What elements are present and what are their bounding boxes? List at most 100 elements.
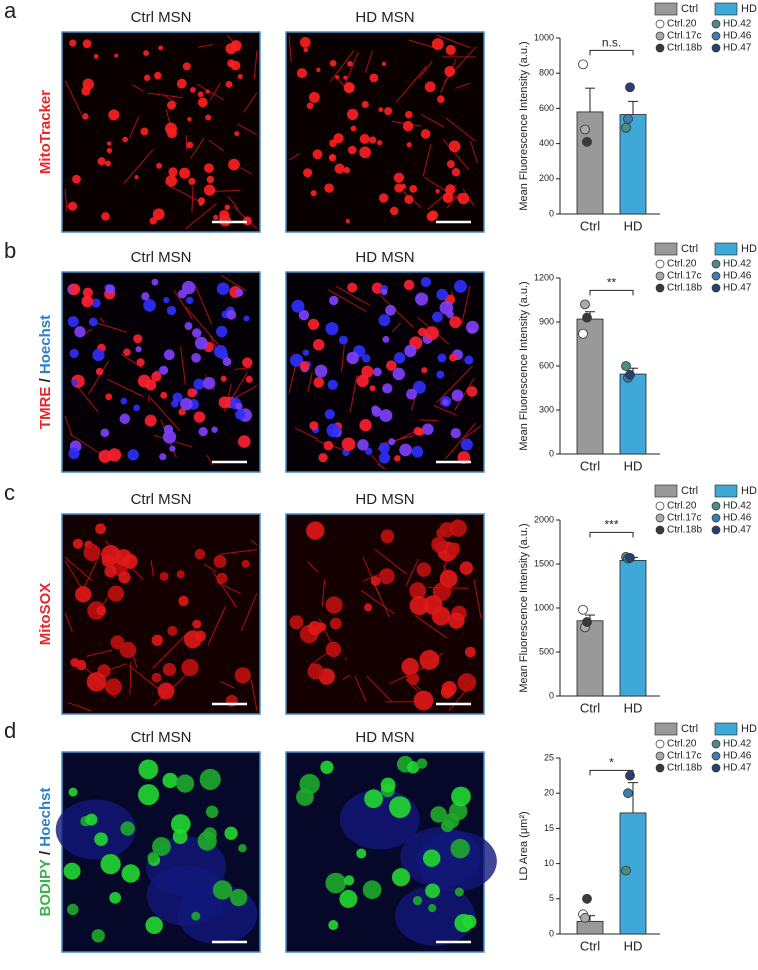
cell xyxy=(409,185,418,193)
neurite xyxy=(461,286,471,324)
cell xyxy=(431,536,447,553)
cell xyxy=(329,295,339,306)
neurite xyxy=(191,185,194,213)
cell xyxy=(446,160,455,169)
neurite xyxy=(233,367,252,370)
cell xyxy=(205,805,219,819)
cell xyxy=(191,911,201,921)
bar xyxy=(576,620,604,697)
cell xyxy=(439,569,458,588)
cell xyxy=(440,819,454,833)
legend-label: HD.46 xyxy=(723,513,752,524)
cell xyxy=(316,67,321,73)
cell xyxy=(134,175,139,180)
cell xyxy=(216,572,228,585)
cell xyxy=(406,388,417,400)
cell xyxy=(72,538,84,549)
cell xyxy=(406,142,412,148)
neurite xyxy=(69,433,103,456)
y-tick-label: 20 xyxy=(544,788,554,798)
neurite xyxy=(240,592,258,632)
cell xyxy=(324,183,334,193)
neurite xyxy=(418,61,433,79)
panel-letter: a xyxy=(4,0,17,23)
cell xyxy=(163,297,170,304)
cell xyxy=(202,376,216,390)
cell xyxy=(203,184,216,196)
cell xyxy=(213,344,228,359)
cell xyxy=(328,154,337,162)
cell xyxy=(104,565,117,578)
significance-label: *** xyxy=(604,517,618,531)
cell xyxy=(320,760,334,774)
y-tick-label: 1000 xyxy=(534,602,554,612)
y-tick-label: 10 xyxy=(544,858,554,868)
legend-marker xyxy=(711,763,721,773)
y-tick-label: 800 xyxy=(539,68,554,78)
cell xyxy=(464,646,476,658)
cell xyxy=(420,276,432,288)
cell xyxy=(381,288,388,296)
legend-marker xyxy=(655,763,665,773)
image-title: Ctrl MSN xyxy=(131,9,192,26)
legend-marker xyxy=(711,283,721,293)
cell xyxy=(159,365,169,375)
cell xyxy=(451,786,471,807)
neurite xyxy=(198,44,214,48)
cell xyxy=(141,292,150,301)
neurite xyxy=(208,139,225,152)
cell xyxy=(312,149,323,160)
cell xyxy=(451,168,461,177)
cell xyxy=(419,650,440,670)
cell xyxy=(70,657,80,667)
cell xyxy=(402,120,414,132)
cell xyxy=(82,39,92,49)
data-point xyxy=(578,328,588,339)
panel-letter: b xyxy=(4,238,16,263)
cell xyxy=(407,672,420,685)
cell xyxy=(194,336,208,350)
legend-marker xyxy=(711,31,721,41)
cell xyxy=(364,789,383,809)
neurite xyxy=(240,167,253,175)
legend-label: HD.47 xyxy=(723,43,752,54)
cell xyxy=(197,97,208,108)
data-point xyxy=(621,865,631,876)
cell xyxy=(237,435,251,448)
cell xyxy=(372,367,382,377)
neurite xyxy=(342,674,351,681)
cell xyxy=(169,445,176,452)
cell xyxy=(136,358,145,367)
neurite xyxy=(462,425,482,440)
cell xyxy=(435,189,440,194)
cell xyxy=(421,423,434,435)
legend-marker xyxy=(711,525,721,535)
neurite xyxy=(147,395,181,432)
cell xyxy=(212,880,233,900)
cell xyxy=(459,561,473,575)
cell xyxy=(69,39,77,47)
x-tick-label: Ctrl xyxy=(580,218,600,233)
legend-label: Ctrl.17c xyxy=(667,513,701,524)
cell xyxy=(234,131,240,137)
neurite xyxy=(420,113,445,128)
cell xyxy=(85,813,98,826)
legend-label: HD.46 xyxy=(723,31,752,42)
cell xyxy=(185,296,194,305)
cell xyxy=(449,316,462,329)
nucleus xyxy=(55,799,136,860)
cell xyxy=(95,523,106,535)
cell xyxy=(369,136,377,144)
neurite xyxy=(92,321,127,333)
cell xyxy=(178,408,186,416)
cell xyxy=(385,304,396,316)
cell xyxy=(380,777,396,793)
cell xyxy=(323,440,334,451)
neurite xyxy=(64,80,83,115)
neurite xyxy=(455,82,471,89)
cell xyxy=(401,657,419,676)
legend-marker xyxy=(711,501,721,511)
legend-label: Ctrl.20 xyxy=(667,501,697,512)
cell xyxy=(405,110,413,119)
cell xyxy=(381,61,387,67)
